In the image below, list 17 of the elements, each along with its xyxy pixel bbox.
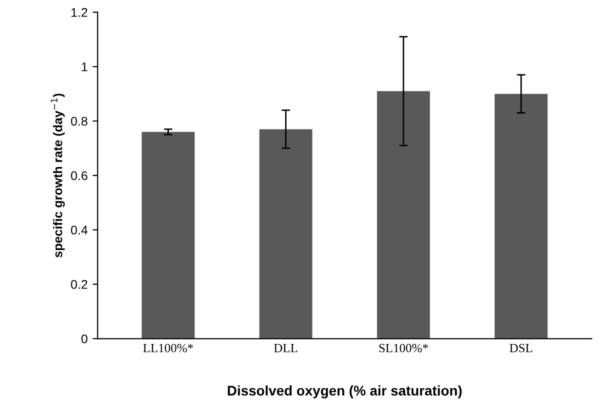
x-axis-title: Dissolved oxygen (% air saturation) — [228, 385, 462, 398]
y-tick-label: 1.2 — [71, 8, 88, 17]
x-tick-label: LL100%* — [143, 344, 193, 352]
bar — [142, 132, 195, 339]
x-tick-label: DSL — [510, 344, 532, 352]
bar — [377, 91, 430, 339]
y-tick-label: 0 — [81, 334, 88, 344]
y-tick-label: 0.2 — [70, 280, 88, 289]
y-axis-title: specific growth rate (day$^{−1}$) — [50, 94, 65, 258]
x-tick-label: DLL — [274, 344, 298, 352]
x-tick-label: SL100%* — [379, 344, 428, 352]
bar — [494, 94, 548, 339]
y-tick-label: 1 — [82, 62, 88, 72]
y-tick-label: 0.4 — [70, 226, 88, 234]
y-tick-label: 0.6 — [70, 171, 88, 180]
y-tick-label: 0.8 — [70, 116, 88, 126]
bar — [259, 129, 312, 339]
